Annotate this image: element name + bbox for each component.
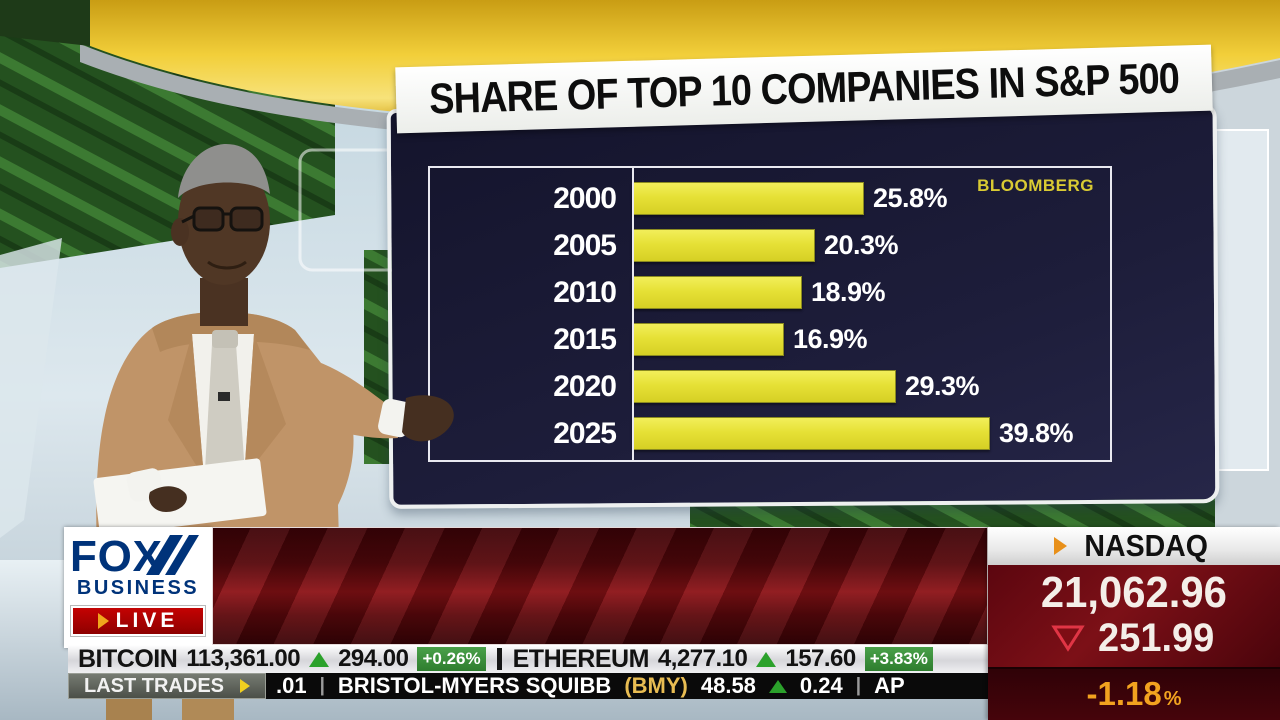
chart-row: 2010 18.9% bbox=[430, 269, 1110, 316]
category-label: 2005 bbox=[553, 228, 617, 262]
bar bbox=[632, 229, 815, 262]
nasdaq-panel: NASDAQ 21,062.96 251.99 -1.18 % bbox=[988, 527, 1280, 720]
business-label: BUSINESS bbox=[76, 577, 200, 599]
percent-badge: +0.26% bbox=[417, 647, 486, 671]
category-label: 2010 bbox=[553, 275, 617, 309]
tie bbox=[204, 344, 246, 488]
chart-row: 2025 39.8% bbox=[430, 410, 1110, 457]
category-label: 2025 bbox=[553, 416, 617, 450]
ticker-price: 4,277.10 bbox=[657, 645, 748, 672]
fox-logo: FOX bbox=[70, 533, 199, 579]
bar bbox=[632, 276, 802, 309]
presenter-arm bbox=[290, 356, 398, 439]
trade-partial: AP bbox=[874, 673, 905, 698]
down-triangle-icon bbox=[1051, 625, 1085, 653]
ticker-price: 113,361.00 bbox=[186, 645, 301, 672]
last-trades-ticker: LAST TRADES .01 | BRISTOL-MYERS SQUIBB (… bbox=[68, 673, 988, 699]
up-triangle-icon bbox=[768, 679, 787, 693]
trade-change: 0.24 bbox=[799, 673, 843, 698]
trade-price: 48.58 bbox=[700, 673, 756, 698]
up-triangle-icon bbox=[309, 651, 330, 667]
crypto-ticker: BITCOIN 113,361.00 294.00 +0.26% ETHEREU… bbox=[68, 645, 988, 673]
bar bbox=[632, 323, 784, 356]
chart-title: SHARE OF TOP 10 COMPANIES IN S&P 500 bbox=[428, 54, 1180, 123]
category-label: 2020 bbox=[553, 369, 617, 403]
value-label: 16.9% bbox=[793, 324, 868, 354]
bar bbox=[632, 370, 896, 403]
left-stand bbox=[0, 238, 62, 538]
percent-sign: % bbox=[1163, 688, 1182, 710]
trade-partial: .01 bbox=[276, 673, 307, 698]
lower-third-banner bbox=[212, 527, 988, 645]
nasdaq-arrow-icon bbox=[1054, 537, 1068, 555]
chart-row: 2005 20.3% bbox=[430, 222, 1110, 269]
percent-badge: +3.83% bbox=[864, 647, 933, 671]
ticker-divider bbox=[496, 648, 502, 670]
nasdaq-header: NASDAQ bbox=[988, 527, 1280, 565]
bar bbox=[632, 417, 990, 450]
nasdaq-percent-row: -1.18 % bbox=[988, 667, 1280, 720]
chart-source-label: BLOOMBERG bbox=[977, 176, 1094, 195]
live-play-icon bbox=[97, 613, 109, 629]
live-label: LIVE bbox=[115, 609, 179, 632]
chart-row: 2000 25.8% bbox=[430, 175, 1110, 222]
nasdaq-title: NASDAQ bbox=[1084, 528, 1209, 563]
nasdaq-index-value: 21,062.96 bbox=[1041, 568, 1227, 618]
chart-axis-line bbox=[632, 168, 634, 460]
nasdaq-quote: 21,062.96 251.99 bbox=[988, 565, 1280, 667]
live-badge: LIVE bbox=[70, 605, 206, 637]
value-label: 20.3% bbox=[824, 230, 899, 260]
gray-hair bbox=[178, 144, 270, 198]
value-label: 29.3% bbox=[905, 371, 980, 401]
play-triangle-icon bbox=[240, 679, 250, 693]
nasdaq-percent-change: -1.18 bbox=[1086, 675, 1162, 712]
bar-chart: BLOOMBERG 2000 25.8% 2005 20.3% 2010 18.… bbox=[428, 166, 1112, 462]
last-trades-label: LAST TRADES bbox=[84, 674, 224, 697]
nasdaq-change-value: 251.99 bbox=[1097, 615, 1215, 660]
glasses-icon bbox=[192, 206, 225, 232]
last-trades-label-box: LAST TRADES bbox=[68, 673, 266, 699]
trade-company: BRISTOL-MYERS SQUIBB bbox=[337, 673, 612, 698]
lapel-mic bbox=[218, 392, 230, 401]
value-label: 39.8% bbox=[999, 418, 1074, 448]
fox-logo-text: FOX bbox=[70, 533, 162, 579]
fox-business-bug: FOX BUSINESS LIVE bbox=[64, 527, 212, 648]
value-label: 25.8% bbox=[873, 183, 948, 213]
category-label: 2000 bbox=[553, 181, 617, 215]
presenter-hand bbox=[402, 395, 454, 442]
chart-row: 2020 29.3% bbox=[430, 363, 1110, 410]
trade-ticker-symbol: (BMY) bbox=[624, 673, 688, 698]
ticker-change: 294.00 bbox=[338, 645, 409, 672]
last-trades-feed: .01 | BRISTOL-MYERS SQUIBB (BMY) 48.58 0… bbox=[266, 673, 988, 699]
value-label: 18.9% bbox=[811, 277, 886, 307]
up-triangle-icon bbox=[756, 651, 777, 667]
feed-separator: | bbox=[319, 675, 325, 696]
ticker-change: 157.60 bbox=[785, 645, 856, 672]
feed-separator: | bbox=[855, 675, 862, 696]
chart-row: 2015 16.9% bbox=[430, 316, 1110, 363]
bar bbox=[632, 182, 864, 215]
ticker-symbol: ETHEREUM bbox=[512, 644, 650, 673]
ticker-symbol: BITCOIN bbox=[78, 644, 178, 673]
category-label: 2015 bbox=[553, 322, 617, 356]
